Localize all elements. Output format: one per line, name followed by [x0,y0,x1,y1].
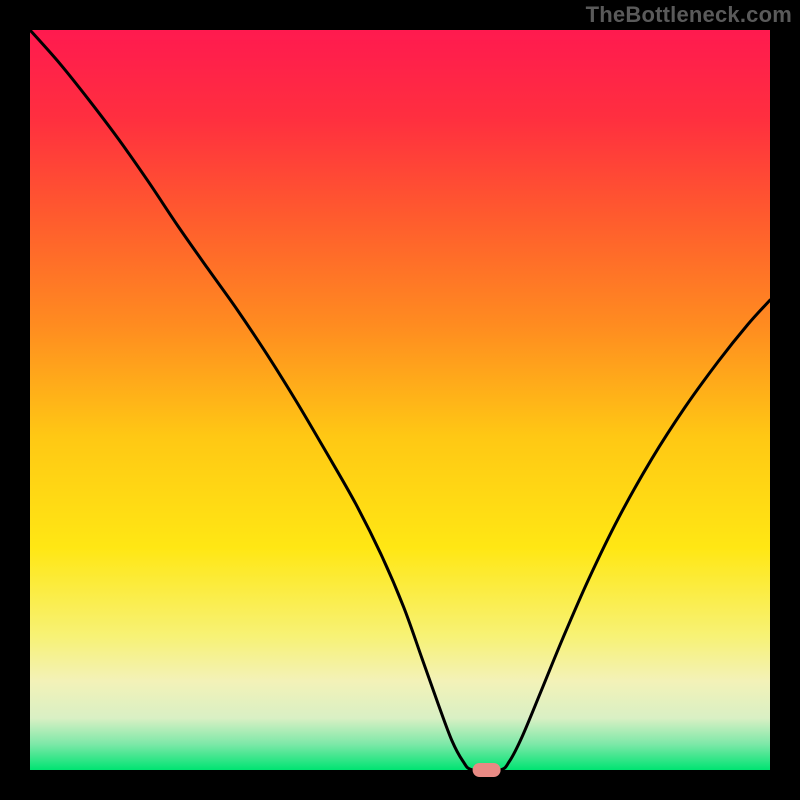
bottleneck-chart [0,0,800,800]
watermark-text: TheBottleneck.com [586,2,792,28]
minimum-marker [473,763,501,777]
chart-container: { "watermark": { "text": "TheBottleneck.… [0,0,800,800]
plot-background [30,30,770,770]
